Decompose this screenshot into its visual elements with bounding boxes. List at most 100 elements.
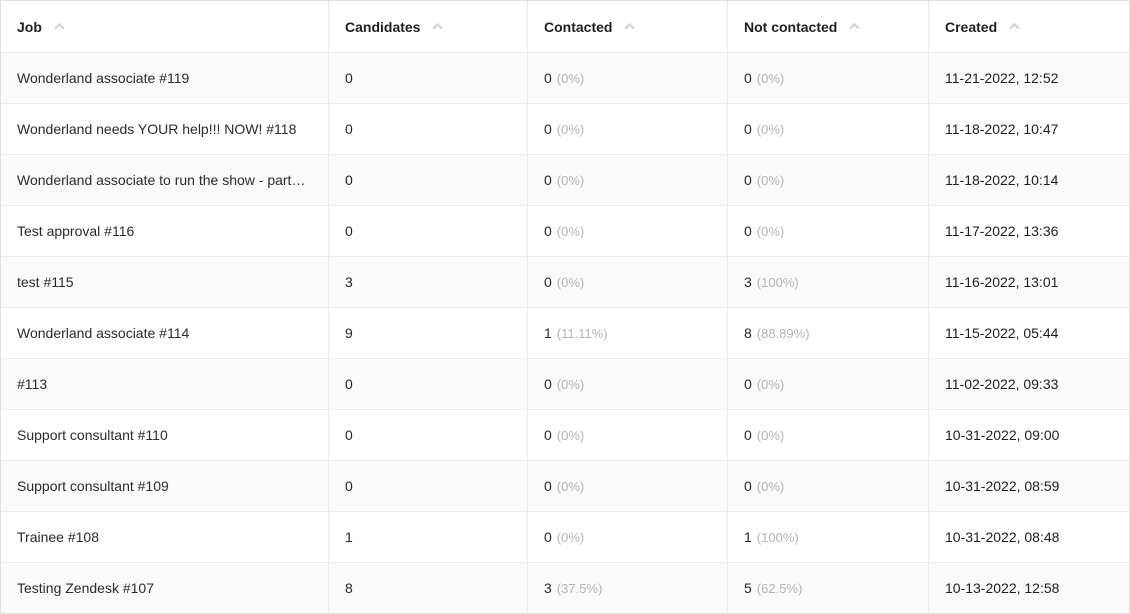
job-cell: Test approval #116 bbox=[1, 206, 328, 256]
job-cell: Wonderland associate to run the show - p… bbox=[1, 155, 328, 205]
candidates-cell: 0 bbox=[328, 410, 527, 460]
job-title: Test approval #116 bbox=[17, 223, 135, 239]
contacted-percent: (0%) bbox=[556, 70, 585, 86]
contacted-count: 0 bbox=[544, 70, 552, 86]
not-contacted-percent: (0%) bbox=[756, 376, 785, 392]
contacted-cell: 0 (0%) bbox=[527, 53, 727, 103]
not-contacted-percent: (0%) bbox=[756, 478, 785, 494]
table-row[interactable]: #113 0 0 (0%) 0 (0%) 11-02-2022, 09:33 bbox=[1, 358, 1129, 409]
column-header-job-label: Job bbox=[17, 18, 42, 35]
contacted-count: 0 bbox=[544, 529, 552, 545]
not-contacted-count: 0 bbox=[744, 70, 752, 86]
candidates-count: 0 bbox=[345, 121, 353, 137]
table-row[interactable]: Support consultant #109 0 0 (0%) 0 (0%) 10… bbox=[1, 460, 1129, 511]
created-cell: 10-31-2022, 08:59 bbox=[928, 461, 1129, 511]
sort-chevron-up-icon bbox=[1008, 20, 1021, 33]
contacted-percent: (0%) bbox=[556, 427, 585, 443]
table-row[interactable]: Wonderland associate #114 9 1 (11.11%) 8(… bbox=[1, 307, 1129, 358]
job-title: test #115 bbox=[17, 274, 74, 290]
job-cell: Wonderland associate #114 bbox=[1, 308, 328, 358]
created-cell: 10-13-2022, 12:58 bbox=[928, 563, 1129, 613]
created-cell: 11-17-2022, 13:36 bbox=[928, 206, 1129, 256]
created-cell: 11-02-2022, 09:33 bbox=[928, 359, 1129, 409]
job-title: Wonderland needs YOUR help!!! NOW! #118 bbox=[17, 121, 297, 137]
job-cell: Wonderland needs YOUR help!!! NOW! #118 bbox=[1, 104, 328, 154]
not-contacted-percent: (0%) bbox=[756, 223, 785, 239]
column-header-candidates[interactable]: Candidates bbox=[328, 1, 527, 52]
contacted-percent: (37.5%) bbox=[556, 580, 603, 596]
job-cell: Support consultant #109 bbox=[1, 461, 328, 511]
job-title: Wonderland associate to run the show - p… bbox=[17, 172, 312, 188]
table-row[interactable]: Test approval #116 0 0 (0%) 0 (0%) 11-17-2… bbox=[1, 205, 1129, 256]
contacted-cell: 0 (0%) bbox=[527, 410, 727, 460]
contacted-percent: (0%) bbox=[556, 274, 585, 290]
not-contacted-count: 0 bbox=[744, 223, 752, 239]
not-contacted-percent: (0%) bbox=[756, 172, 785, 188]
created-date: 11-02-2022, 09:33 bbox=[945, 376, 1059, 392]
contacted-count: 0 bbox=[544, 478, 552, 494]
contacted-count: 0 bbox=[544, 274, 552, 290]
contacted-cell: 0 (0%) bbox=[527, 359, 727, 409]
candidates-cell: 0 bbox=[328, 461, 527, 511]
column-header-not-contacted[interactable]: Not contacted bbox=[727, 1, 928, 52]
sort-chevron-up-icon bbox=[848, 20, 861, 33]
created-cell: 11-18-2022, 10:47 bbox=[928, 104, 1129, 154]
created-cell: 11-16-2022, 13:01 bbox=[928, 257, 1129, 307]
job-title: #113 bbox=[17, 376, 48, 392]
table-row[interactable]: Wonderland associate #119 0 0 (0%) 0 (0%) … bbox=[1, 52, 1129, 103]
job-cell: Support consultant #110 bbox=[1, 410, 328, 460]
created-date: 10-31-2022, 09:00 bbox=[945, 427, 1060, 443]
not-contacted-percent: (0%) bbox=[756, 70, 785, 86]
table-row[interactable]: Testing Zendesk #107 8 3 (37.5%) 5 (62.5%)… bbox=[1, 562, 1129, 613]
column-header-contacted[interactable]: Contacted bbox=[527, 1, 727, 52]
job-cell: test #115 bbox=[1, 257, 328, 307]
contacted-count: 3 bbox=[544, 580, 552, 596]
not-contacted-count: 5 bbox=[744, 580, 752, 596]
sort-chevron-up-icon bbox=[431, 20, 444, 33]
contacted-cell: 1 (11.11%) bbox=[527, 308, 727, 358]
not-contacted-cell: 5 (62.5%) bbox=[727, 563, 928, 613]
created-date: 10-31-2022, 08:48 bbox=[945, 529, 1060, 545]
not-contacted-percent: (88.89%) bbox=[756, 325, 810, 341]
column-header-created[interactable]: Created bbox=[928, 1, 1129, 52]
not-contacted-count: 8 bbox=[744, 325, 752, 341]
job-cell: #113 bbox=[1, 359, 328, 409]
candidates-cell: 8 bbox=[328, 563, 527, 613]
table-row[interactable]: Support consultant #110 0 0 (0%) 0 (0%) 10… bbox=[1, 409, 1129, 460]
sort-chevron-up-icon bbox=[623, 20, 636, 33]
contacted-cell: 0 (0%) bbox=[527, 206, 727, 256]
candidates-cell: 0 bbox=[328, 104, 527, 154]
table-row[interactable]: Trainee #108 1 0 (0%) 1 (100%) 10-31-2022,… bbox=[1, 511, 1129, 562]
contacted-cell: 0 (0%) bbox=[527, 461, 727, 511]
not-contacted-count: 3 bbox=[744, 274, 752, 290]
candidates-count: 1 bbox=[345, 529, 353, 545]
contacted-count: 0 bbox=[544, 376, 552, 392]
created-date: 11-18-2022, 10:47 bbox=[945, 121, 1059, 137]
candidates-cell: 1 bbox=[328, 512, 527, 562]
created-cell: 11-18-2022, 10:14 bbox=[928, 155, 1129, 205]
job-title: Wonderland associate #114 bbox=[17, 325, 190, 341]
table-row[interactable]: Wonderland needs YOUR help!!! NOW! #118 … bbox=[1, 103, 1129, 154]
table-row[interactable]: Wonderland associate to run the show - p… bbox=[1, 154, 1129, 205]
job-cell: Trainee #108 bbox=[1, 512, 328, 562]
column-header-not-contacted-label: Not contacted bbox=[744, 18, 838, 35]
contacted-cell: 0 (0%) bbox=[527, 512, 727, 562]
created-date: 11-16-2022, 13:01 bbox=[945, 274, 1059, 290]
not-contacted-percent: (0%) bbox=[756, 121, 785, 137]
candidates-count: 0 bbox=[345, 223, 353, 239]
table-row[interactable]: test #115 3 0 (0%) 3 (100%) 11-16-2022, 13… bbox=[1, 256, 1129, 307]
not-contacted-cell: 0 (0%) bbox=[727, 461, 928, 511]
job-cell: Testing Zendesk #107 bbox=[1, 563, 328, 613]
created-cell: 10-31-2022, 08:48 bbox=[928, 512, 1129, 562]
not-contacted-cell: 8 (88.89%) bbox=[727, 308, 928, 358]
contacted-percent: (0%) bbox=[556, 376, 585, 392]
created-date: 11-18-2022, 10:14 bbox=[945, 172, 1059, 188]
candidates-count: 8 bbox=[345, 580, 353, 596]
job-title: Support consultant #109 bbox=[17, 478, 169, 494]
contacted-percent: (0%) bbox=[556, 529, 585, 545]
column-header-job[interactable]: Job bbox=[1, 1, 328, 52]
not-contacted-percent: (62.5%) bbox=[756, 580, 803, 596]
table-body: Wonderland associate #119 0 0 (0%) 0 (0%) … bbox=[1, 52, 1129, 613]
not-contacted-cell: 0 (0%) bbox=[727, 53, 928, 103]
contacted-count: 1 bbox=[544, 325, 552, 341]
